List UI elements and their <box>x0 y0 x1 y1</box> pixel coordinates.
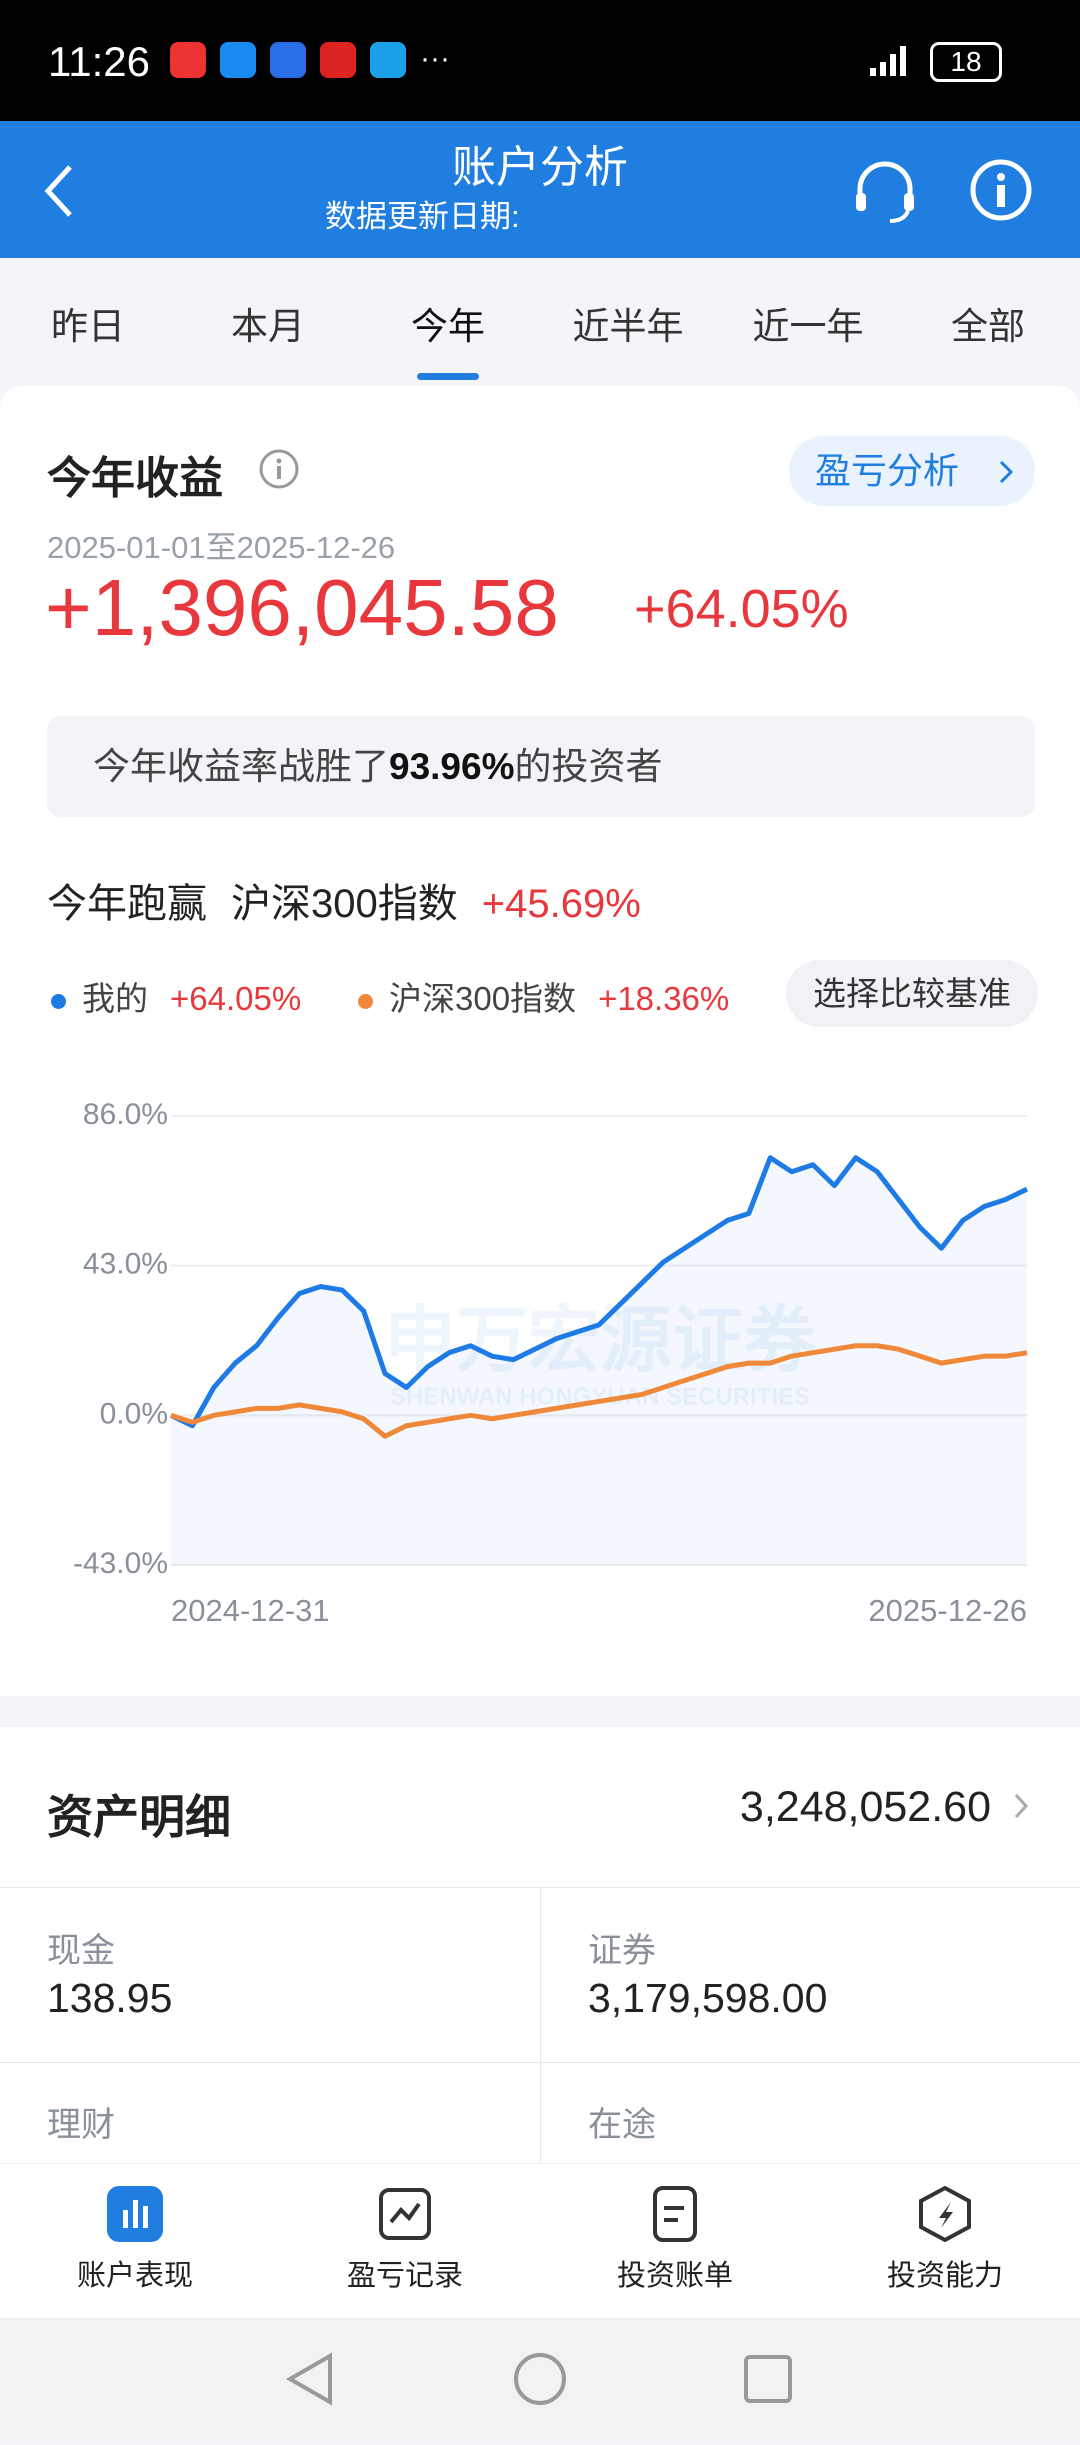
analysis-button[interactable]: 盈亏分析 <box>789 436 1035 506</box>
chevron[interactable] <box>1012 1791 1030 1821</box>
legend-name: 我的 <box>82 980 148 1017</box>
compare-label: 今年跑赢 <box>47 882 207 926</box>
compare-index: 沪深300指数 <box>231 882 458 926</box>
return: +64.05% <box>634 579 849 639</box>
asset-label: 在途 <box>588 2106 656 2144</box>
tab[interactable]: 全部 <box>951 306 1025 347</box>
service-icon[interactable] <box>850 157 920 227</box>
asset-value: 3,179,598.00 <box>588 1975 828 2021</box>
y-tick-label: 0.0% <box>100 1397 168 1430</box>
nav-label: 账户表现 <box>76 2260 193 2292</box>
tab[interactable]: 昨日 <box>51 306 125 347</box>
asset-label: 证券 <box>588 1932 656 1970</box>
line <box>170 1343 1028 1439</box>
y-tick-label: 86.0% <box>83 1098 168 1131</box>
rank-value: 93.96% <box>389 746 515 787</box>
area <box>171 1157 1027 1565</box>
header: 账户分析 数据更新日期: <box>0 121 1080 258</box>
legend-item: 我的 +64.05% <box>51 972 301 1020</box>
assets-section: 资产明细 3,248,052.60 现金 138.95 证券 3,179,598… <box>0 1727 1080 2163</box>
assets-title: 资产明细 <box>47 1791 231 1843</box>
line <box>169 1155 1029 1429</box>
tab[interactable]: 今年 <box>411 296 485 350</box>
nav-label: 投资账单 <box>616 2260 733 2292</box>
watermark: 申万宏源证券 <box>384 1301 817 1381</box>
y-tick-label: -43.0% <box>73 1547 168 1580</box>
button-label: 盈亏分析 <box>815 450 960 491</box>
app-icons: ··· <box>170 42 450 83</box>
compare-value: +45.69% <box>481 882 641 926</box>
profit: +1,396,045.58 <box>45 563 559 652</box>
nav-item[interactable]: 投资能力 <box>845 2186 1045 2294</box>
nav-label: 盈亏记录 <box>346 2260 463 2292</box>
title: 账户分析 <box>452 143 628 192</box>
benchmark-button[interactable]: 选择比较基准 <box>786 960 1038 1027</box>
rank-text: 的投资者 <box>514 746 663 787</box>
y-tick-label: 43.0% <box>83 1248 168 1281</box>
battery: 18 <box>930 42 1002 82</box>
info-icon[interactable] <box>258 448 300 490</box>
tab[interactable]: 近半年 <box>572 306 684 347</box>
nav-label: 投资能力 <box>886 2260 1003 2292</box>
rank-banner: 今年收益率战胜了93.96%的投资者 <box>47 716 1035 817</box>
summary-card: 今年收益 盈亏分析 2025-01-01至2025-12-26 +1,396,0… <box>0 386 1080 1696</box>
tab[interactable]: 本月 <box>231 306 305 347</box>
asset-value: 138.95 <box>47 1975 173 2021</box>
legend-dot <box>358 993 373 1009</box>
status-bar: 11:26 ··· 18 <box>0 0 1080 121</box>
x-tick-label: 2024-12-31 <box>171 1593 330 1628</box>
legend-name: 沪深300指数 <box>389 980 577 1017</box>
assets-total: 3,248,052.60 <box>739 1783 991 1831</box>
compare-line: 今年跑赢 沪深300指数 +45.69% <box>47 871 641 929</box>
watermark-sub: SHENWAN HONGYUAN SECURITIES <box>390 1383 810 1410</box>
date-range: 2025-01-01至2025-12-26 <box>47 530 396 565</box>
legend-value: +18.36% <box>598 980 730 1017</box>
asset-label: 现金 <box>47 1932 115 1970</box>
legend-dot <box>51 993 66 1009</box>
summary-title: 今年收益 <box>47 454 223 503</box>
info-icon[interactable] <box>968 157 1034 223</box>
nav-item[interactable]: 账户表现 <box>35 2186 235 2294</box>
rank-text: 今年收益率战胜了 <box>93 746 389 787</box>
legend-item: 沪深300指数 +18.36% <box>358 972 729 1020</box>
system-nav <box>0 2318 1080 2440</box>
divider <box>540 1887 541 2163</box>
legend-value: +64.05% <box>170 980 302 1017</box>
legend: 我的 +64.05% 沪深300指数 +18.36% <box>0 972 780 1017</box>
nav-item[interactable]: 盈亏记录 <box>305 2186 505 2294</box>
back-button[interactable] <box>40 161 80 221</box>
tab-bar: 昨日 本月 今年 近半年 近一年 全部 <box>0 258 1080 383</box>
subtitle: 数据更新日期: <box>325 199 520 234</box>
asset-label: 理财 <box>47 2106 115 2144</box>
bottom-nav: 账户表现 盈亏记录 投资账单 投资能力 <box>0 2163 1080 2319</box>
tab[interactable]: 近一年 <box>752 306 864 347</box>
time: 11:26 <box>48 38 150 85</box>
signal <box>870 44 910 76</box>
x-tick-label: 2025-12-26 <box>868 1593 1027 1628</box>
nav-item[interactable]: 投资账单 <box>575 2186 775 2294</box>
